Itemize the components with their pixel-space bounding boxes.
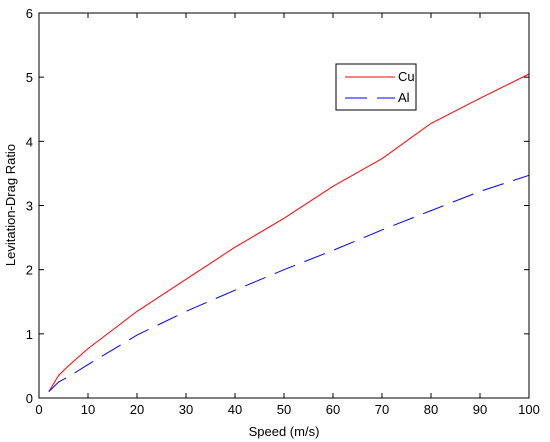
series-line-al	[48, 174, 530, 392]
y-tick-label: 0	[26, 391, 33, 406]
y-axis-ticks: 0 1 2 3 4 5 6	[26, 6, 529, 406]
x-tick-label: 80	[424, 402, 438, 417]
series-line-cu	[48, 73, 530, 392]
y-axis-label: Levitation-Drag Ratio	[3, 144, 18, 266]
y-tick-label: 1	[26, 327, 33, 342]
y-tick-label: 5	[26, 70, 33, 85]
x-tick-label: 0	[35, 402, 42, 417]
x-tick-label: 60	[326, 402, 340, 417]
y-tick-label: 6	[26, 6, 33, 21]
y-tick-label: 3	[26, 199, 33, 214]
x-tick-label: 100	[518, 402, 540, 417]
x-axis-label: Speed (m/s)	[249, 424, 320, 439]
legend-box	[335, 63, 417, 111]
x-tick-label: 70	[375, 402, 389, 417]
x-tick-label: 30	[179, 402, 193, 417]
x-tick-label: 90	[473, 402, 487, 417]
y-tick-label: 4	[26, 134, 33, 149]
legend: Cu Al	[335, 63, 417, 111]
x-tick-label: 20	[130, 402, 144, 417]
y-tick-label: 2	[26, 263, 33, 278]
plot-area	[39, 13, 529, 398]
legend-label-al: Al	[398, 90, 410, 105]
x-axis-ticks: 0 10 20 30 40 50 60 70 80 90 100	[35, 13, 540, 417]
x-tick-label: 50	[277, 402, 291, 417]
legend-label-cu: Cu	[398, 69, 415, 84]
x-tick-label: 10	[81, 402, 95, 417]
x-tick-label: 40	[228, 402, 242, 417]
series-layer	[48, 73, 530, 392]
